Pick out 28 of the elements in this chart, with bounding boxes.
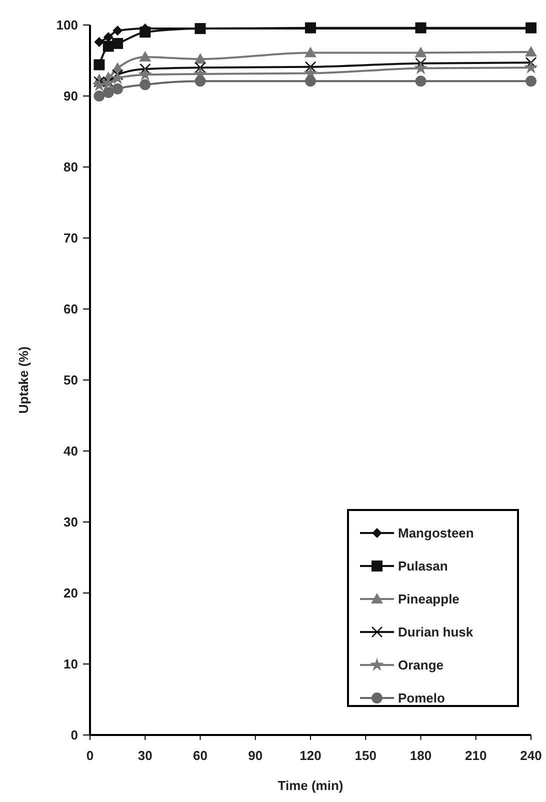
x-tick-label: 240	[520, 748, 542, 763]
y-tick-label: 30	[64, 514, 78, 530]
y-axis-title: Uptake (%)	[16, 346, 31, 414]
x-axis-title: Time (min)	[278, 778, 344, 793]
legend-label: Mangosteen	[398, 526, 474, 541]
y-tick-label: 40	[64, 444, 78, 459]
x-tick-label: 30	[138, 748, 152, 763]
y-tick-label: 60	[64, 302, 78, 317]
x-tick-label: 180	[410, 748, 432, 763]
x-tick-label: 150	[354, 748, 376, 763]
x-tick-label: 0	[86, 748, 94, 763]
y-tick-label: 50	[64, 372, 78, 388]
y-tick-label: 10	[64, 656, 78, 672]
x-tick-label: 120	[300, 748, 322, 763]
y-tick-label: 80	[64, 160, 78, 175]
legend-label: Pulasan	[398, 558, 448, 574]
y-tick-label: 70	[64, 230, 78, 246]
y-tick-label: 0	[70, 728, 78, 743]
legend-label: Durian husk	[398, 624, 474, 640]
x-tick-label: 90	[248, 748, 263, 763]
legend-label: Pineapple	[398, 592, 460, 607]
legend-label: Pomelo	[398, 690, 446, 706]
y-tick-label: 100	[56, 18, 78, 33]
y-tick-label: 90	[64, 88, 78, 104]
legend-label: Orange	[398, 658, 444, 673]
x-tick-label: 60	[193, 748, 208, 763]
y-tick-label: 20	[64, 586, 78, 601]
x-tick-label: 210	[465, 748, 487, 763]
